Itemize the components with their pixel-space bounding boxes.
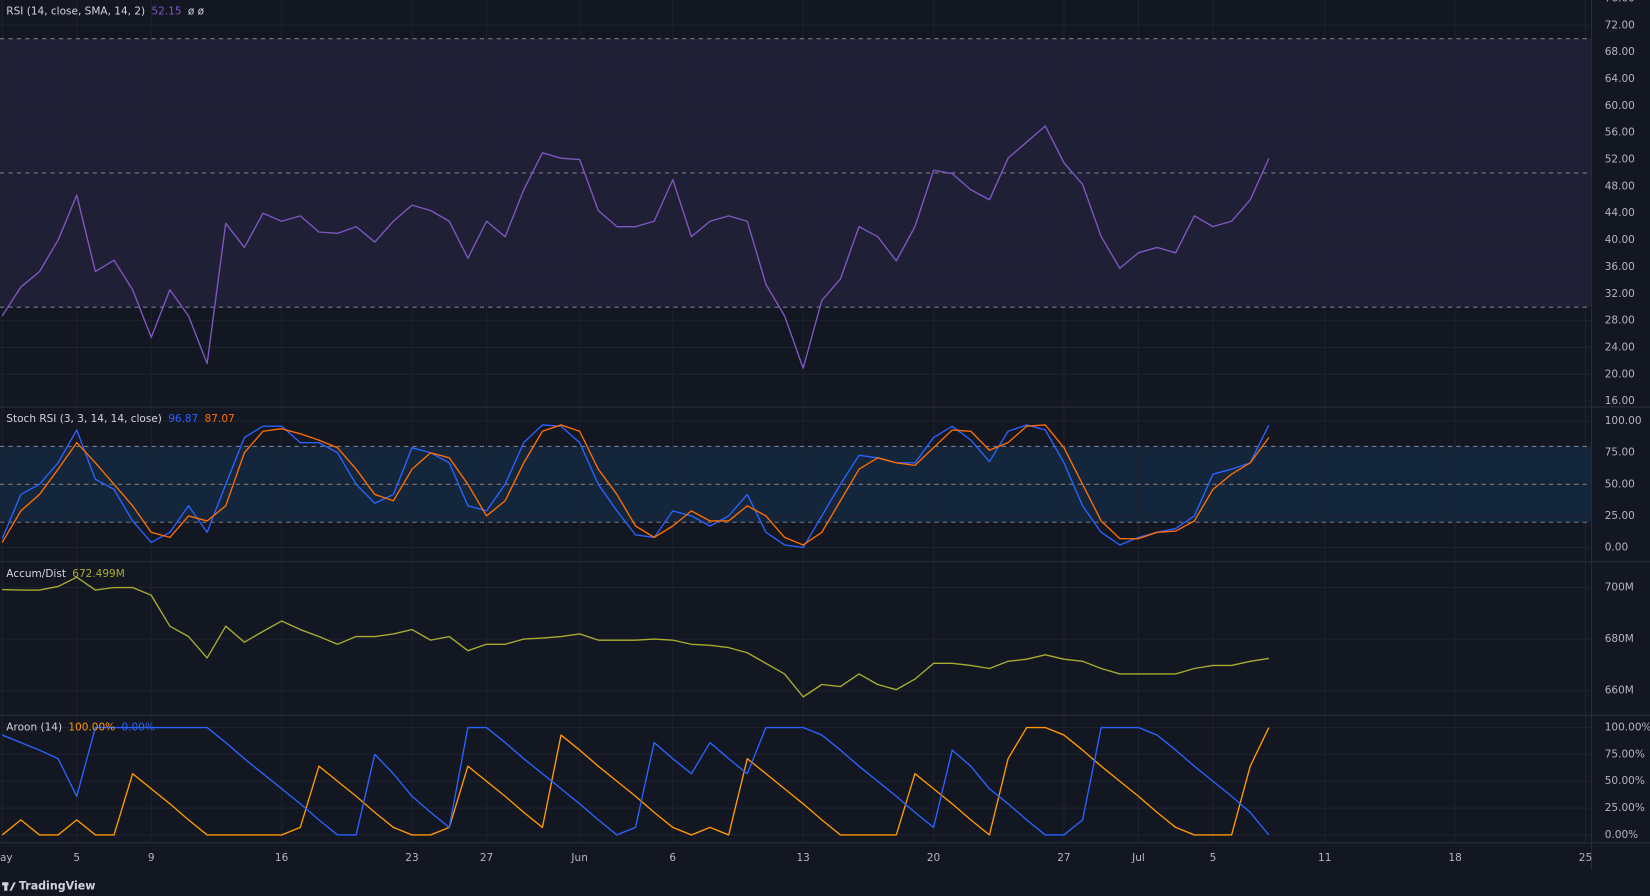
- y-tick-label: 16.00: [1605, 395, 1635, 407]
- current-value: 672.499M: [72, 568, 125, 580]
- x-tick-label: 27: [1057, 852, 1070, 864]
- y-tick-label: 72.00: [1605, 19, 1635, 31]
- x-tick-label: 20: [927, 852, 940, 864]
- footer-brand: TradingView: [19, 880, 96, 893]
- x-tick-label: 16: [275, 852, 289, 864]
- series-line: [1, 726, 1270, 836]
- y-tick-label: 20.00: [1605, 368, 1635, 380]
- y-tick-label: 68.00: [1605, 46, 1635, 58]
- logo-mark: [4, 882, 8, 891]
- y-tick-label: 28.00: [1605, 315, 1635, 327]
- y-tick-label: 0.00%: [1605, 829, 1638, 841]
- series-line: [2, 576, 1269, 698]
- current-value: 0.00%: [121, 722, 154, 734]
- current-value: 96.87: [168, 413, 198, 425]
- y-tick-label: 50.00: [1605, 478, 1635, 490]
- x-tick-label: 9: [148, 852, 155, 864]
- y-tick-label: 680M: [1605, 633, 1634, 645]
- y-tick-label: 100.00: [1605, 415, 1642, 427]
- x-tick-label: ay: [0, 852, 13, 864]
- logo: [2, 882, 16, 891]
- x-tick-label: 5: [73, 852, 80, 864]
- y-tick-label: 24.00: [1605, 341, 1635, 353]
- pane-title: Stoch RSI (3, 3, 14, 14, close): [6, 413, 162, 425]
- x-tick-label: 6: [669, 852, 676, 864]
- x-tick-label: 5: [1210, 852, 1217, 864]
- band-fill: [0, 38, 1592, 308]
- header-note: ø ø: [188, 6, 205, 18]
- series-line: [1, 726, 1270, 836]
- series-line: [1, 424, 1270, 546]
- y-tick-label: 36.00: [1605, 261, 1635, 273]
- pane-title: RSI (14, close, SMA, 14, 2): [6, 6, 145, 18]
- y-tick-label: 75.00%: [1605, 748, 1645, 760]
- x-tick-label: 25: [1579, 852, 1592, 864]
- y-tick-label: 52.00: [1605, 154, 1635, 166]
- y-tick-label: 32.00: [1605, 288, 1635, 300]
- x-tick-label: 27: [480, 852, 493, 864]
- current-value: 87.07: [205, 413, 235, 425]
- x-tick-label: 11: [1318, 852, 1331, 864]
- y-tick-label: 700M: [1605, 582, 1634, 594]
- current-value: 52.15: [151, 6, 181, 18]
- y-tick-label: 25.00: [1605, 510, 1635, 522]
- x-tick-label: 18: [1448, 852, 1461, 864]
- y-tick-label: 660M: [1605, 685, 1634, 697]
- y-tick-label: 0.00: [1605, 541, 1628, 553]
- y-tick-label: 76.00: [1605, 0, 1635, 4]
- x-tick-label: 13: [796, 852, 809, 864]
- y-tick-label: 48.00: [1605, 180, 1635, 192]
- y-tick-label: 64.00: [1605, 73, 1635, 85]
- y-tick-label: 60.00: [1605, 100, 1635, 112]
- y-tick-label: 50.00%: [1605, 775, 1645, 787]
- pane-title: Aroon (14): [6, 722, 62, 734]
- y-tick-label: 40.00: [1605, 234, 1635, 246]
- y-tick-label: 75.00: [1605, 447, 1635, 459]
- y-tick-label: 56.00: [1605, 127, 1635, 139]
- y-tick-label: 44.00: [1605, 207, 1635, 219]
- x-tick-label: 23: [405, 852, 418, 864]
- y-tick-label: 25.00%: [1605, 802, 1645, 814]
- series-line: [1, 125, 1270, 369]
- x-tick-label: Jun: [570, 852, 587, 864]
- pane-title: Accum/Dist: [6, 568, 66, 580]
- x-tick-label: Jul: [1131, 852, 1145, 864]
- current-value: 100.00%: [68, 722, 115, 734]
- y-tick-label: 100.00%: [1605, 722, 1650, 734]
- logo-mark: [9, 882, 16, 891]
